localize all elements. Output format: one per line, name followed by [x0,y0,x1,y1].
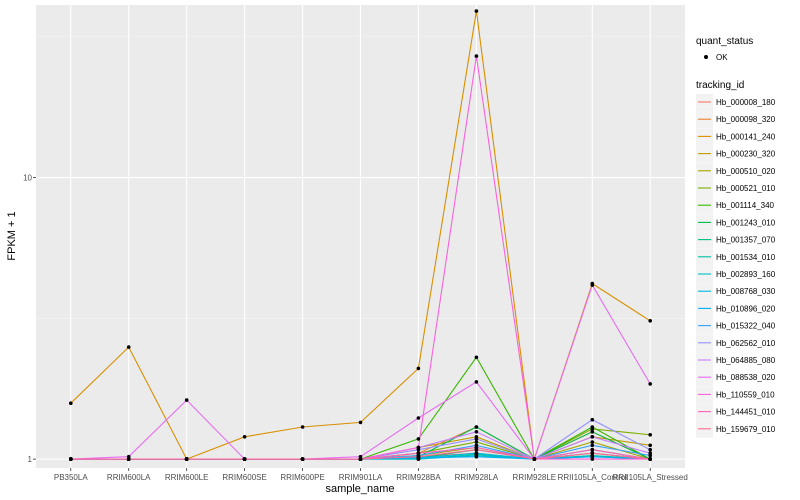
shape-legend-label-ok: OK [716,53,728,62]
data-point [590,440,595,444]
data-point [416,451,421,456]
legend-label-hb-000141-240: Hb_000141_240 [716,132,776,141]
x-tick-label: RRII105LA_Control [558,473,628,482]
data-point [474,440,479,444]
legend-label-hb-001534-010: Hb_001534_010 [716,253,776,262]
data-point [590,430,595,434]
legend-label-hb-010896-020: Hb_010896_020 [716,304,776,313]
data-point [474,54,479,58]
data-point [648,443,652,448]
x-tick-label: RRII105LA_Stressed [613,473,688,482]
data-point [242,457,247,461]
data-point [590,283,595,287]
legend-label-hb-001357-070: Hb_001357_070 [716,236,776,245]
data-point [474,380,479,384]
data-point [416,454,421,459]
legend-label-hb-002893-160: Hb_002893_160 [716,270,776,279]
x-tick-label: RRIM928LE [513,473,557,482]
data-point [242,435,247,439]
legend-label-hb-000098-320: Hb_000098_320 [716,115,776,124]
y-axis-title: FPKM + 1 [6,211,18,260]
legend-label-hb-000521-010: Hb_000521_010 [716,184,776,193]
x-tick-label: RRIM901LA [339,473,383,482]
legend-label-hb-062562-010: Hb_062562_010 [716,339,776,348]
data-point [358,457,363,461]
data-point [648,382,652,386]
data-point [590,435,595,439]
legend-label-hb-110559-010: Hb_110559_010 [716,390,775,399]
data-point [300,457,305,461]
x-tick-label: RRIM600SE [222,473,266,482]
data-point [69,401,73,406]
data-point [590,443,595,448]
data-point [590,447,595,452]
x-tick-label: RRIM600PE [280,473,324,482]
x-tick-label: RRIM600LE [165,473,209,482]
data-point [532,457,537,461]
data-point [590,425,595,429]
data-point [648,319,652,323]
x-tick-label: PB350LA [54,473,88,482]
data-point [416,437,421,441]
data-point [184,457,189,461]
data-point [474,9,479,13]
color-legend: Hb_000008_180 Hb_000098_320 Hb_000141_240 H… [696,94,776,438]
data-point [474,355,479,360]
data-point [184,398,189,402]
data-point [300,425,305,429]
data-point [474,454,479,459]
data-point [648,433,652,437]
data-point [474,430,479,434]
data-point [69,457,73,461]
legend-label-hb-000230-320: Hb_000230_320 [716,150,776,159]
x-tick-label: RRIM600LA [107,473,151,482]
data-point [126,457,131,461]
x-axis-title: sample_name [325,483,394,495]
legend-label-hb-008768-030: Hb_008768_030 [716,287,776,296]
legend-label-hb-000008-180: Hb_000008_180 [716,98,776,107]
data-point [416,416,421,420]
data-point [416,366,421,371]
data-point [648,451,652,456]
shape-legend-key-ok [704,55,708,59]
data-point [590,451,595,456]
data-point [648,457,652,461]
data-point [474,437,479,441]
y-tick-label: 10 [23,174,32,183]
x-axis-ticks: PB350LA RRIM600LA RRIM600LE RRIM600SE RRIM60… [54,468,688,482]
y-tick-label: 1 [28,455,33,464]
data-point [358,420,363,425]
legend-label-hb-159679-010: Hb_159679_010 [716,425,776,434]
legend-label-hb-000510-020: Hb_000510_020 [716,167,776,176]
data-point [416,445,421,450]
legend-label-hb-144451-010: Hb_144451_010 [716,408,776,417]
legend-label-hb-064885-080: Hb_064885_080 [716,356,776,365]
legend-label-hb-001243-010: Hb_001243_010 [716,218,776,227]
x-tick-label: RRIM928BA [396,473,441,482]
data-point [590,417,595,422]
x-tick-label: RRIM928LA [455,473,499,482]
data-point [648,447,652,452]
y-axis-ticks: 1 10 [23,174,36,464]
legend-label-hb-001114-340: Hb_001114_340 [716,201,775,210]
data-point [474,425,479,429]
legend-label-hb-088538-020: Hb_088538_020 [716,373,776,382]
data-point [126,345,131,349]
data-point [474,451,479,456]
color-legend-title: tracking_id [696,80,744,91]
series-points [69,9,652,461]
legend-label-hb-015322-040: Hb_015322_040 [716,322,776,331]
data-point [590,457,595,461]
shape-legend-title: quant_status [696,36,753,47]
data-point [474,447,479,452]
